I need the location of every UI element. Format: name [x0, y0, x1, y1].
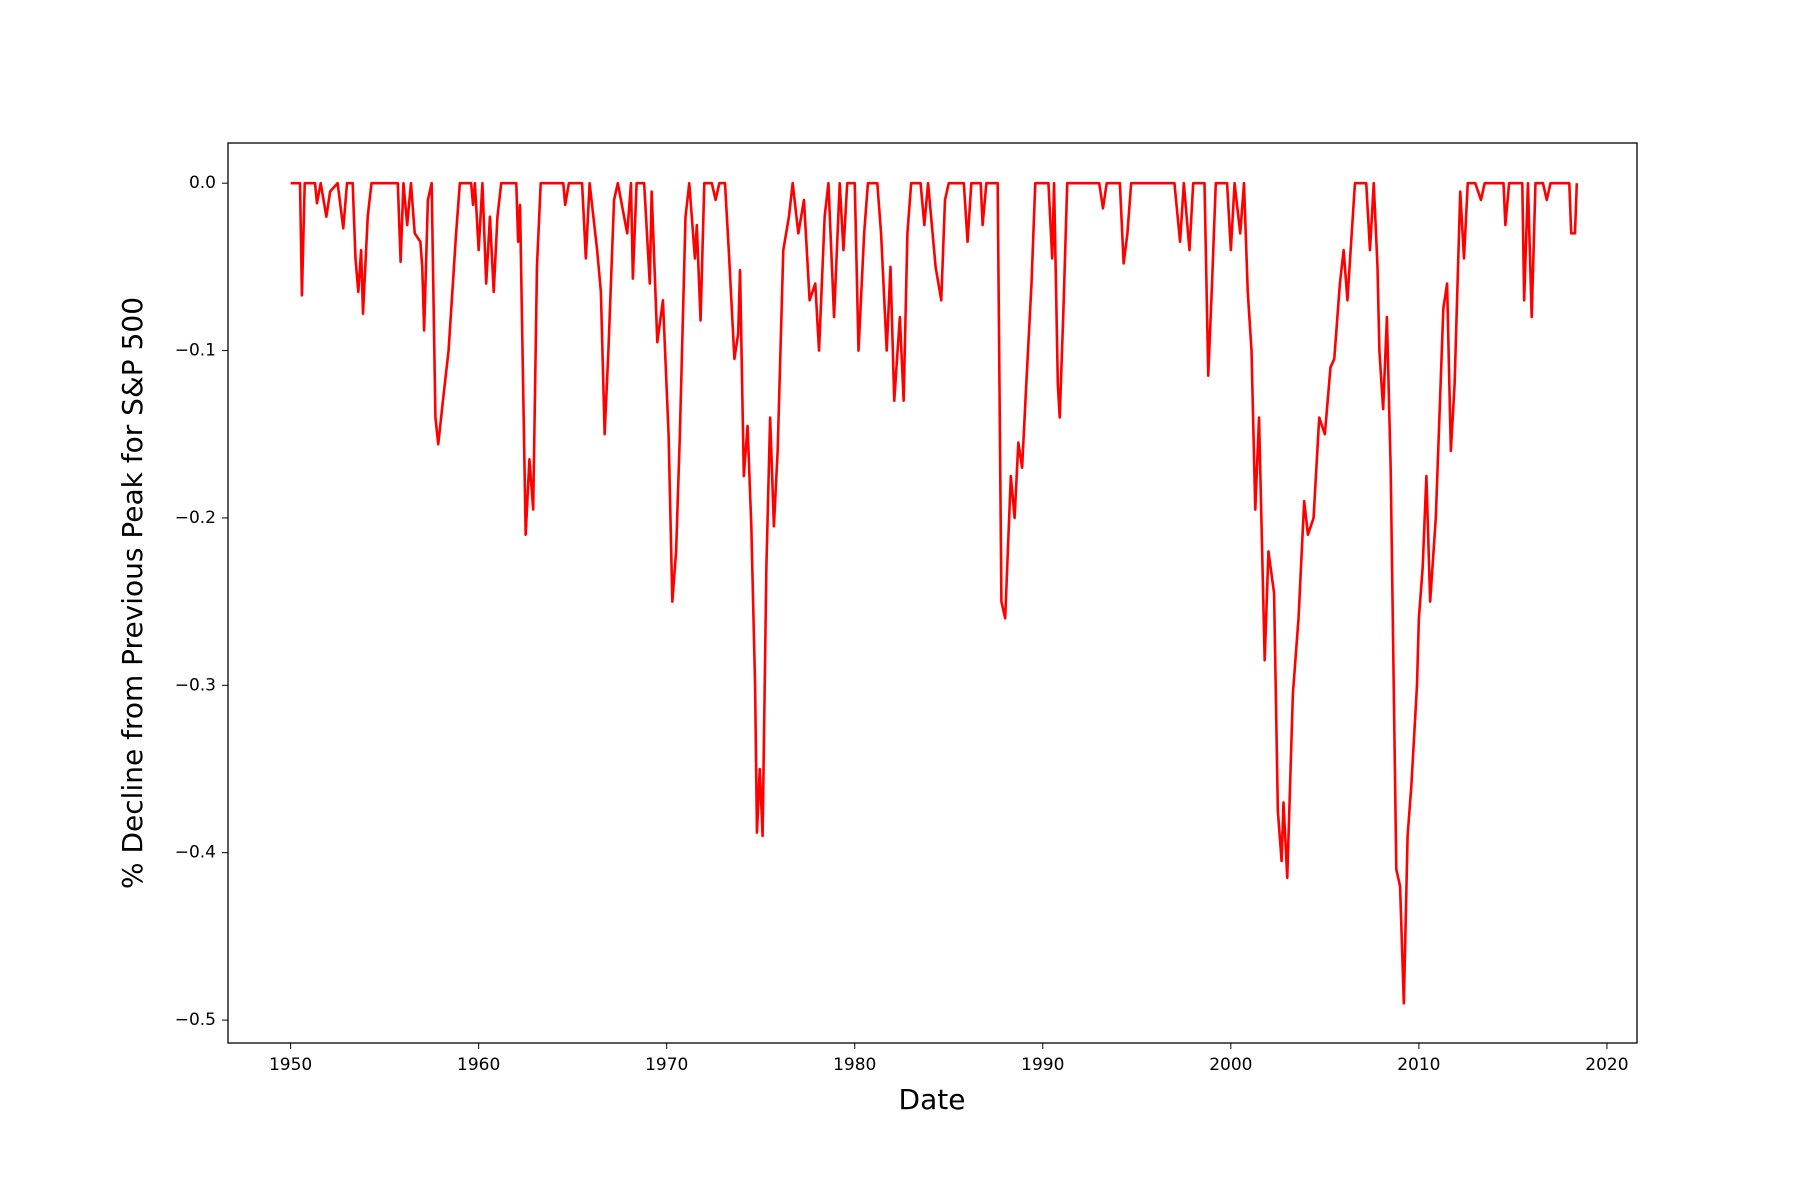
x-tick-label: 2020 — [1585, 1055, 1628, 1075]
x-tick-label: 2000 — [1209, 1055, 1252, 1075]
x-tick-label: 1980 — [833, 1055, 876, 1075]
y-tick-label: −0.3 — [175, 675, 216, 695]
y-axis-label: % Decline from Previous Peak for S&P 500 — [116, 297, 149, 889]
x-tick-label: 1990 — [1021, 1055, 1064, 1075]
data-line — [290, 181, 1579, 1005]
y-tick-label: 0.0 — [189, 173, 216, 193]
y-tick-label: −0.1 — [175, 341, 216, 361]
x-axis-label: Date — [899, 1083, 966, 1116]
x-tick-label: 1970 — [645, 1055, 688, 1075]
plot-frame — [227, 142, 1638, 1044]
x-tick-label: 1960 — [457, 1055, 500, 1075]
x-tick-label: 1950 — [269, 1055, 312, 1075]
y-tick-label: −0.2 — [175, 508, 216, 528]
x-tick-label: 2010 — [1397, 1055, 1440, 1075]
y-tick-label: −0.4 — [175, 843, 216, 863]
y-tick-label: −0.5 — [175, 1010, 216, 1030]
